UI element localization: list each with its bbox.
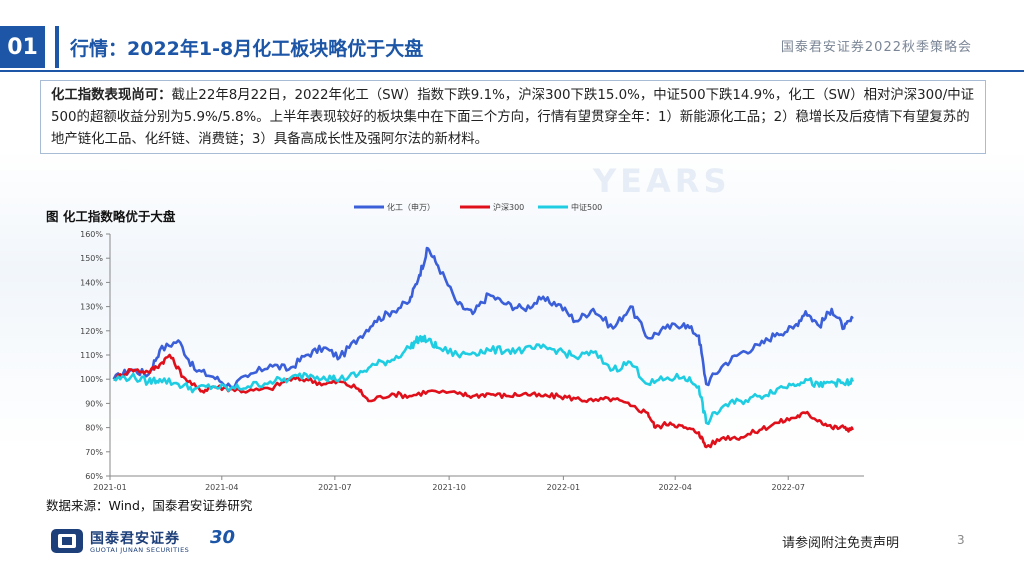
disclaimer-link[interactable]: 请参阅附注免责声明 <box>782 536 900 551</box>
series-line-3 <box>113 334 855 426</box>
summary-box: 化工指数表现尚可：截止22年8月22日，2022年化工（SW）指数下跌9.1%，… <box>40 80 986 154</box>
y-tick-label: 70% <box>85 448 103 457</box>
summary-text: 截止22年8月22日，2022年化工（SW）指数下跌9.1%，沪深300下跌15… <box>51 88 975 147</box>
logo-subtext: GUOTAI JUNAN SECURITIES <box>90 546 190 554</box>
line-chart: 60% 70% 80% 90% 100% 110% 120% 130% 140% 150% 160%… <box>80 202 864 492</box>
section-divider <box>55 26 59 68</box>
page-title: 行情：2022年1-8月化工板块略优于大盘 <box>70 38 424 60</box>
y-tick-label: 100% <box>80 375 103 384</box>
logo-text: 国泰君安证券 <box>90 531 180 547</box>
watermark-years: YEARS <box>593 162 731 200</box>
series-line-2 <box>113 353 854 449</box>
x-tick-label: 2021-04 <box>205 483 238 492</box>
y-tick-label: 130% <box>80 303 103 312</box>
x-tick-label: 2022-07 <box>772 483 805 492</box>
y-tick-label: 140% <box>80 278 103 287</box>
anniversary-badge: 30 <box>210 527 236 548</box>
data-source: 数据来源：Wind，国泰君安证券研究 <box>46 498 253 513</box>
header-rule <box>0 70 1024 72</box>
legend-label-2: 沪深300 <box>493 202 524 212</box>
section-number: 01 <box>0 26 45 68</box>
figure-title: 图 化工指数略优于大盘 <box>46 209 176 224</box>
x-tick-label: 2022-01 <box>547 483 580 492</box>
y-tick-label: 90% <box>85 399 103 408</box>
logo-mark-icon <box>51 529 83 553</box>
conference-name: 国泰君安证券2022秋季策略会 <box>780 40 972 55</box>
legend-label-1: 化工（申万） <box>387 202 435 212</box>
y-tick-label: 60% <box>85 472 103 481</box>
x-tick-label: 2021-01 <box>93 483 126 492</box>
summary-lead: 化工指数表现尚可： <box>51 88 172 103</box>
x-tick-label: 2021-07 <box>318 483 351 492</box>
y-tick-label: 110% <box>80 351 103 360</box>
series-line-1 <box>112 246 854 390</box>
y-tick-label: 150% <box>80 254 103 263</box>
y-tick-label: 80% <box>85 424 103 433</box>
slide-header: 01 行情：2022年1-8月化工板块略优于大盘 国泰君安证券2022秋季策略会 <box>0 20 1024 70</box>
page-number: 3 <box>957 533 965 547</box>
x-tick-label: 2021-10 <box>432 483 465 492</box>
x-tick-label: 2022-04 <box>658 483 691 492</box>
background-gradient <box>0 150 1024 450</box>
legend-label-3: 中证500 <box>571 202 602 212</box>
company-logo: 国泰君安证券 GUOTAI JUNAN SECURITIES <box>50 526 250 556</box>
y-tick-label: 120% <box>80 327 103 336</box>
y-tick-label: 160% <box>80 230 103 239</box>
